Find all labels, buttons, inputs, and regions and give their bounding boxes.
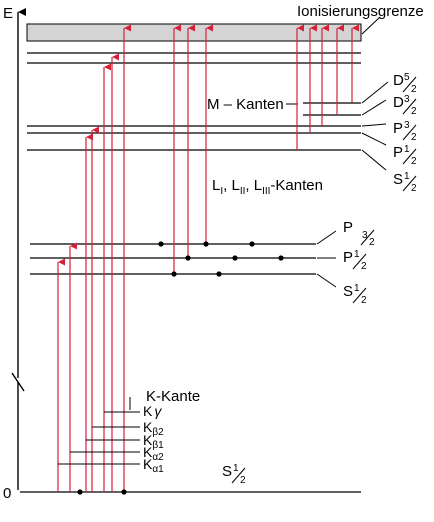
svg-text:P: P xyxy=(343,219,353,236)
k-line-leaders xyxy=(58,397,140,465)
state-dots xyxy=(77,241,284,495)
level-label-k-s12: S 1 2 xyxy=(222,463,246,486)
ionization-label: Ionisierungsgrenze xyxy=(297,3,424,20)
svg-text:5: 5 xyxy=(404,72,410,83)
svg-text:2: 2 xyxy=(411,84,417,95)
level-label-m-d52: D 5 2 xyxy=(393,72,417,95)
level-label-m-s12: S 1 2 xyxy=(393,171,417,194)
m-shell-levels xyxy=(27,52,361,151)
svg-text:1: 1 xyxy=(354,249,360,260)
dot-k-1 xyxy=(77,489,83,495)
svg-text:S: S xyxy=(222,463,232,480)
k-line-label-alpha2: Kα2 xyxy=(143,444,164,463)
svg-text:1: 1 xyxy=(354,283,360,294)
svg-text:3: 3 xyxy=(404,120,410,131)
svg-text:P: P xyxy=(343,249,353,266)
ionization-leader xyxy=(361,16,381,35)
dot-l-2 xyxy=(203,241,209,247)
dot-l-4 xyxy=(185,255,191,261)
dot-l-6 xyxy=(278,255,284,261)
svg-text:2: 2 xyxy=(369,237,375,248)
svg-text:S: S xyxy=(393,171,403,188)
svg-text:D: D xyxy=(393,94,404,111)
k-edge-label: K-Kante xyxy=(146,388,200,405)
svg-text:2: 2 xyxy=(361,295,367,306)
dot-l-3 xyxy=(249,241,255,247)
k-series-arrows xyxy=(57,24,131,492)
svg-text:1: 1 xyxy=(404,171,410,182)
svg-text:2: 2 xyxy=(361,261,367,272)
k-line-label-beta1: Kβ1 xyxy=(143,432,164,451)
svg-text:2: 2 xyxy=(240,475,246,486)
energy-axis-label: E xyxy=(3,5,13,22)
svg-text:D: D xyxy=(393,72,404,89)
m-edges-label-group: M – Kanten xyxy=(207,96,298,113)
svg-text:2: 2 xyxy=(411,132,417,143)
dot-l-5 xyxy=(232,255,238,261)
level-label-l-p32: P 3 2 xyxy=(343,219,375,248)
k-line-label-beta2: Kβ2 xyxy=(143,419,164,438)
l-edges-label: LI, LII, LIII-Kanten xyxy=(212,177,323,197)
m-edges-label: M – Kanten xyxy=(207,96,284,113)
level-label-m-p32: P 3 2 xyxy=(393,120,417,143)
zero-label: 0 xyxy=(3,485,11,502)
svg-text:P: P xyxy=(393,144,403,161)
svg-text:2: 2 xyxy=(411,156,417,167)
l-shell-levels xyxy=(30,243,316,275)
svg-text:3: 3 xyxy=(362,230,368,241)
svg-text:S: S xyxy=(343,283,353,300)
svg-text:1: 1 xyxy=(233,463,239,474)
l-edge-arrows xyxy=(173,24,213,274)
dot-l-7 xyxy=(171,271,177,277)
dot-k-2 xyxy=(121,489,127,495)
level-label-l-p12: P 1 2 xyxy=(343,249,367,272)
energy-axis: E 0 xyxy=(3,5,26,502)
svg-text:2: 2 xyxy=(411,183,417,194)
dot-l-8 xyxy=(216,271,222,277)
level-label-m-d32: D 3 2 xyxy=(393,94,417,117)
level-label-l-s12: S 1 2 xyxy=(343,283,367,306)
svg-text:2: 2 xyxy=(411,106,417,117)
m-level-labels: D 5 2 D 3 2 P 3 2 P 1 2 S 1 2 xyxy=(393,72,417,194)
level-leaders xyxy=(316,81,389,288)
svg-text:1: 1 xyxy=(404,144,410,155)
svg-text:P: P xyxy=(393,120,403,137)
continuum-band xyxy=(26,23,362,42)
k-line-label-alpha1: Kα1 xyxy=(143,456,164,475)
l-level-labels: P 3 2 P 1 2 S 1 2 xyxy=(343,219,375,306)
svg-text:3: 3 xyxy=(404,94,410,105)
dot-l-1 xyxy=(158,241,164,247)
level-label-m-p12: P 1 2 xyxy=(393,144,417,167)
m-edge-arrows xyxy=(296,24,359,150)
